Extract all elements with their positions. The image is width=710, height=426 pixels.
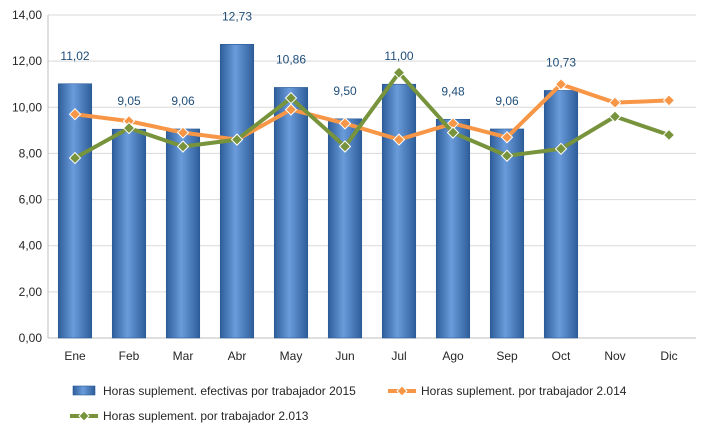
x-tick-label: Jul — [391, 349, 406, 363]
line-point — [284, 91, 298, 105]
y-tick-label: 6,00 — [19, 193, 43, 207]
x-tick-label: Mar — [173, 349, 194, 363]
y-tick-label: 2,00 — [19, 285, 43, 299]
bar-data-label: 11,02 — [60, 49, 89, 63]
line-point — [68, 108, 82, 121]
y-tick-label: 12,00 — [12, 54, 42, 68]
legend-label: Horas suplement. efectivas por trabajado… — [103, 384, 356, 398]
line-point — [338, 140, 352, 153]
line-point — [662, 94, 676, 107]
series-line — [73, 70, 671, 161]
legend-label: Horas suplement. por trabajador 2.013 — [103, 409, 309, 423]
bar — [273, 87, 309, 339]
x-tick-label: Nov — [604, 349, 625, 363]
bar-data-label: 9,48 — [441, 84, 465, 98]
x-tick-label: May — [280, 349, 303, 363]
line-point — [230, 133, 244, 146]
y-tick-label: 8,00 — [19, 146, 43, 160]
line-point — [500, 131, 514, 144]
bar-series — [57, 44, 579, 339]
bar-data-label: 9,50 — [333, 84, 357, 98]
bar — [381, 83, 417, 339]
bar — [111, 128, 147, 339]
bar-data-label: 11,00 — [384, 49, 413, 63]
bar-data-label: 9,06 — [495, 94, 519, 108]
line-point — [446, 126, 460, 139]
bar — [435, 118, 471, 339]
series-line — [73, 82, 671, 142]
y-tick-label: 0,00 — [19, 331, 43, 345]
bar — [543, 90, 579, 339]
legend: Horas suplement. efectivas por trabajado… — [70, 384, 627, 423]
x-tick-label: Ene — [64, 349, 86, 363]
x-tick-label: Dic — [660, 349, 677, 363]
line-point — [608, 110, 622, 123]
bar-data-label: 9,06 — [171, 94, 195, 108]
line-point — [500, 149, 514, 162]
bar — [165, 128, 201, 339]
bar — [489, 128, 525, 339]
y-tick-label: 14,00 — [12, 8, 42, 22]
legend-swatch-marker — [396, 385, 408, 397]
bar-data-label: 10,73 — [546, 55, 576, 69]
bar — [327, 118, 363, 339]
x-tick-label: Oct — [552, 349, 571, 363]
x-tick-label: Sep — [496, 349, 518, 363]
legend-swatch-marker — [78, 410, 90, 422]
bar — [57, 83, 93, 339]
line-point — [338, 117, 352, 130]
x-tick-label: Jun — [335, 349, 354, 363]
line-point — [284, 103, 298, 116]
line-point — [554, 78, 568, 91]
y-tick-label: 4,00 — [19, 239, 43, 253]
bar — [219, 44, 255, 339]
line-point — [392, 133, 406, 146]
axes: 0,00 2,00 4,00 6,00 8,00 10,00 12,00 14,00 Ene Fe… — [12, 8, 696, 363]
legend-swatch — [72, 385, 96, 396]
y-tick-label: 10,00 — [12, 100, 42, 114]
line-point — [176, 126, 190, 139]
x-tick-label: Feb — [119, 349, 140, 363]
line-point — [662, 128, 676, 142]
line-point — [554, 142, 568, 156]
x-tick-label: Ago — [442, 349, 464, 363]
line-point — [392, 66, 406, 79]
line-point — [176, 140, 190, 153]
data-labels: 11,02 9,05 9,06 12,73 10,86 9,50 11,00 9,48 9,06… — [60, 9, 576, 108]
legend-label: Horas suplement. por trabajador 2.014 — [421, 384, 627, 398]
line-point — [68, 151, 82, 165]
line-point — [122, 121, 136, 135]
line-point — [608, 96, 622, 109]
bar-data-label: 12,73 — [222, 9, 252, 23]
bar-data-label: 9,05 — [117, 94, 141, 108]
x-tick-label: Abr — [228, 349, 247, 363]
bar-data-label: 10,86 — [276, 52, 306, 66]
line-series — [68, 66, 676, 165]
